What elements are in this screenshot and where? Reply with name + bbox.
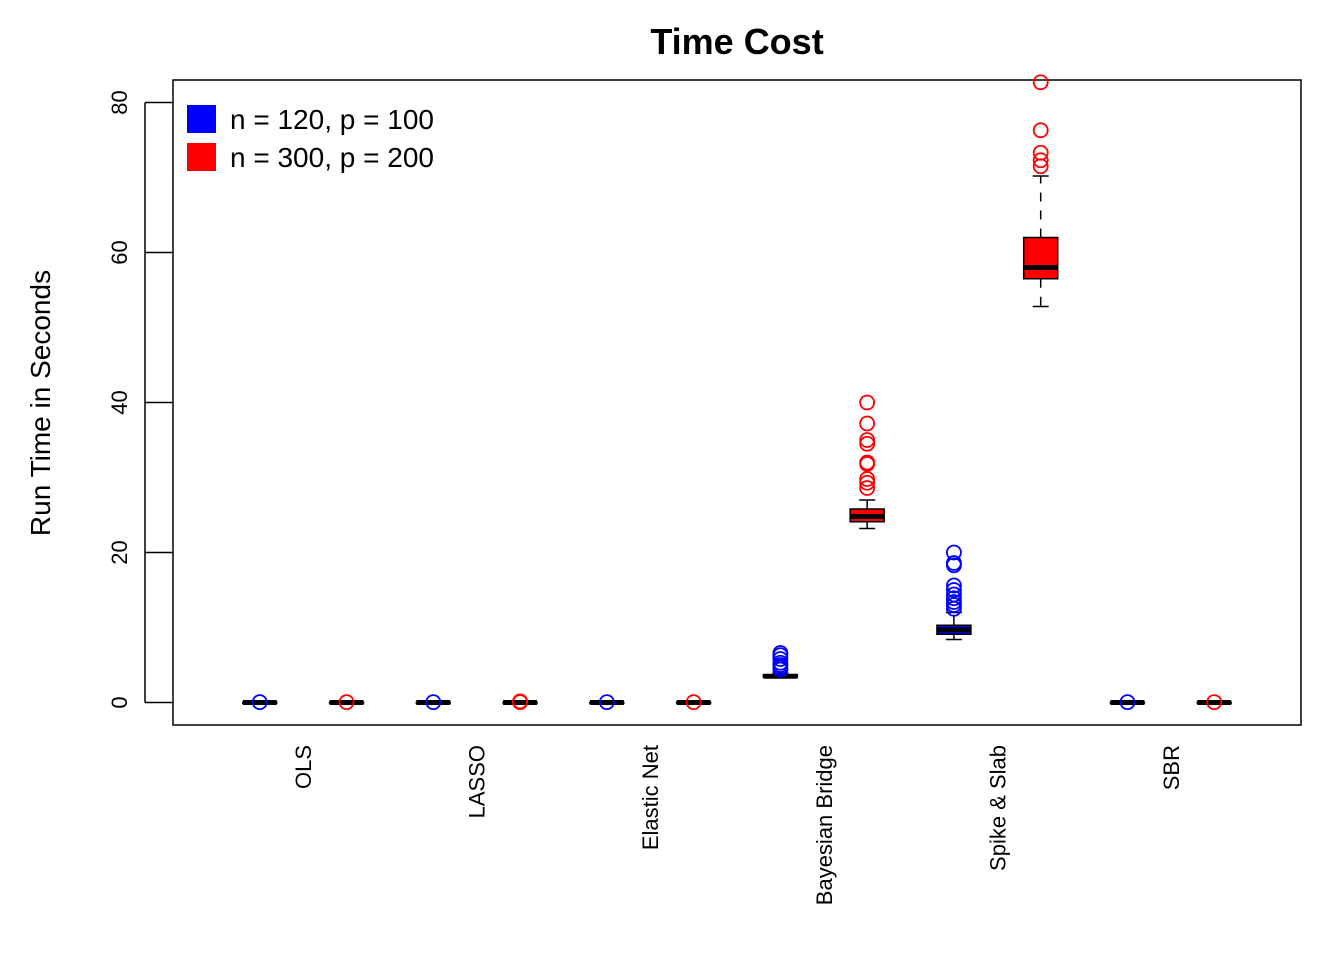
legend-label: n = 120, p = 100 [230,104,434,135]
legend-label: n = 300, p = 200 [230,142,434,173]
x-category-label: LASSO [465,745,490,818]
y-tick-label: 20 [107,540,132,564]
outlier-point [772,651,789,667]
outlier-point [946,555,962,571]
outlier-point [338,694,355,711]
y-tick-label: 40 [107,390,132,414]
outlier-point [946,582,962,598]
box-series [242,74,1232,711]
box-2-1 [675,694,712,711]
y-tick-label: 0 [107,696,132,708]
outlier-point [1032,74,1049,91]
chart-title: Time Cost [650,21,823,62]
legend-swatch [187,105,216,133]
box-body [1022,236,1059,280]
y-axis-label: Run Time in Seconds [25,270,56,536]
box-3-0 [762,645,799,679]
x-category-label: Bayesian Bridge [812,745,837,905]
legend-swatch [187,143,216,171]
outlier-point [946,544,962,561]
outlier-point [859,415,876,432]
y-axis: 0 20 40 60 80 [107,90,173,709]
box-1-1 [502,693,538,711]
box-2-0 [589,694,625,711]
x-category-label: SBR [1159,745,1184,790]
outlier-point [859,435,876,452]
outlier-point [772,645,789,661]
x-category-label: Spike & Slab [985,745,1010,871]
outlier-point [859,471,876,487]
outlier-point [512,693,528,710]
x-axis: OLS LASSO Elastic Net Bayesian Bridge Spike … [291,745,1184,905]
box-4-0 [936,544,972,641]
x-category-label: OLS [291,745,316,789]
outlier-point [946,586,962,603]
box-3-1 [849,394,885,530]
outlier-point [1032,144,1049,161]
outlier-point [685,694,702,711]
x-category-label: Elastic Net [638,745,663,850]
outlier-point [859,474,876,491]
outlier-point [946,594,962,610]
legend: n = 120, p = 100 n = 300, p = 200 [187,104,434,173]
outlier-point [1032,122,1049,139]
plot-frame [172,79,1302,726]
box-0-0 [242,694,278,711]
y-tick-label: 60 [107,240,132,264]
box-1-0 [415,694,452,711]
box-0-1 [328,694,365,711]
outlier-point [1032,152,1049,169]
y-tick-label: 80 [107,90,132,114]
outlier-point [772,654,789,671]
outlier-point [425,694,442,711]
box-4-1 [1022,74,1059,308]
outlier-point [859,480,876,496]
outlier-point [859,454,876,471]
outlier-point [946,577,962,594]
outlier-point [859,432,876,448]
outlier-point [859,394,876,411]
outlier-point [1206,694,1223,711]
outlier-point [598,694,615,711]
box-5-1 [1196,694,1232,711]
outlier-point [1119,694,1136,711]
outlier-point [251,694,268,711]
box-5-0 [1109,694,1146,711]
outlier-point [946,590,962,607]
